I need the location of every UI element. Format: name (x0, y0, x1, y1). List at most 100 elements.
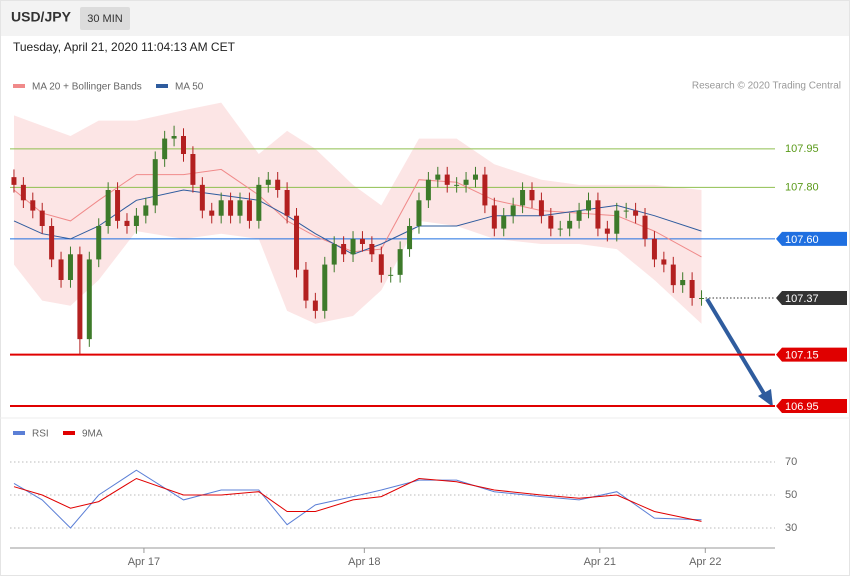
level-label: 107.37 (785, 293, 819, 305)
candle-body (58, 259, 64, 280)
candle-body (275, 179, 281, 190)
candle-body (699, 298, 705, 299)
candle-body (341, 244, 347, 255)
candle-body (586, 200, 592, 211)
candle-body (115, 190, 121, 221)
candle-body (331, 244, 337, 265)
header-bar (0, 0, 850, 36)
level-label: 107.95 (785, 143, 819, 155)
level-label: 107.60 (785, 234, 819, 246)
level-label: 107.15 (785, 349, 819, 361)
candle-body (557, 228, 563, 230)
timeframe-button[interactable] (80, 7, 130, 30)
y-tick-label: 50 (785, 489, 797, 501)
x-tick-label: Apr 17 (128, 556, 160, 568)
candle-body (454, 184, 460, 186)
level-tag (776, 231, 847, 246)
candle-body (623, 210, 629, 212)
level-label: 107.80 (785, 181, 819, 193)
legend-label: RSI (32, 429, 49, 440)
candle-body (209, 210, 215, 216)
candle-body (425, 179, 431, 201)
legend-swatch (13, 84, 25, 88)
candle-body (642, 215, 648, 239)
candle-body (548, 215, 554, 229)
candle-body (651, 238, 657, 260)
candle-body (190, 154, 196, 185)
candle-body (20, 184, 26, 201)
chart-title: USD/JPY (11, 9, 72, 25)
legend-label: MA 20 + Bollinger Bands (32, 82, 142, 93)
candle-body (614, 210, 620, 234)
candle-body (162, 138, 168, 160)
candle-body (407, 226, 413, 250)
candle-body (444, 174, 450, 185)
candle-body (538, 200, 544, 216)
candle-body (77, 254, 83, 340)
subtitle: Tuesday, April 21, 2020 11:04:13 AM CET (13, 40, 236, 54)
y-tick-label: 30 (785, 522, 797, 534)
x-tick-label: Apr 18 (348, 556, 380, 568)
candle-body (491, 205, 497, 229)
candle-body (105, 190, 111, 226)
y-tick-label: 70 (785, 456, 797, 468)
forecast-arrow-head (758, 389, 773, 407)
candle-body (180, 136, 186, 154)
candle-body (463, 179, 469, 185)
candle-body (312, 300, 318, 311)
x-tick-label: Apr 21 (584, 556, 616, 568)
candle-body (510, 205, 516, 216)
candle-body (322, 264, 328, 311)
candle-body (11, 177, 17, 185)
level-tag (776, 347, 847, 362)
legend-label: MA 50 (175, 82, 204, 93)
source: Research © 2020 Trading Central (692, 81, 841, 92)
bollinger-band (14, 102, 702, 324)
candle-body (199, 184, 205, 211)
candle-body (670, 264, 676, 286)
candle-body (124, 220, 130, 226)
candle-body (49, 226, 55, 260)
candle-body (133, 215, 139, 226)
level-label: 106.95 (785, 401, 819, 413)
candle-body (501, 215, 507, 229)
candle-body (369, 244, 375, 255)
candle-body (237, 200, 243, 216)
forecast-arrow (705, 297, 768, 399)
candle-body (388, 274, 394, 276)
legend-swatch (13, 431, 25, 435)
candle-body (661, 259, 667, 265)
candle-body (303, 269, 309, 301)
candle-body (256, 184, 262, 221)
candle-body (435, 174, 441, 180)
level-tag (776, 399, 847, 413)
candle-body (218, 200, 224, 216)
candle-body (246, 200, 252, 221)
candle-body (378, 254, 384, 275)
candle-body (86, 259, 92, 340)
candle-body (67, 254, 73, 280)
rsi-line (13, 477, 702, 522)
rsi-line (13, 469, 702, 529)
candle-body (472, 174, 478, 180)
candle-body (96, 226, 102, 260)
candle-body (482, 174, 488, 206)
candle-body (284, 190, 290, 216)
candle-body (520, 190, 526, 206)
legend-swatch (156, 84, 168, 88)
candle-body (595, 200, 601, 229)
candle-body (265, 179, 271, 185)
candle-body (294, 215, 300, 270)
timeframe[interactable]: 30 MIN (87, 13, 123, 25)
candle-body (30, 200, 36, 211)
candle-body (143, 205, 149, 216)
candle-body (529, 190, 535, 201)
legend-swatch (63, 431, 75, 435)
candle-body (350, 238, 356, 255)
candle-body (633, 210, 639, 216)
candle-body (567, 220, 573, 229)
candle-body (171, 136, 177, 139)
legend-label: 9MA (82, 429, 103, 440)
candle-body (359, 238, 365, 244)
